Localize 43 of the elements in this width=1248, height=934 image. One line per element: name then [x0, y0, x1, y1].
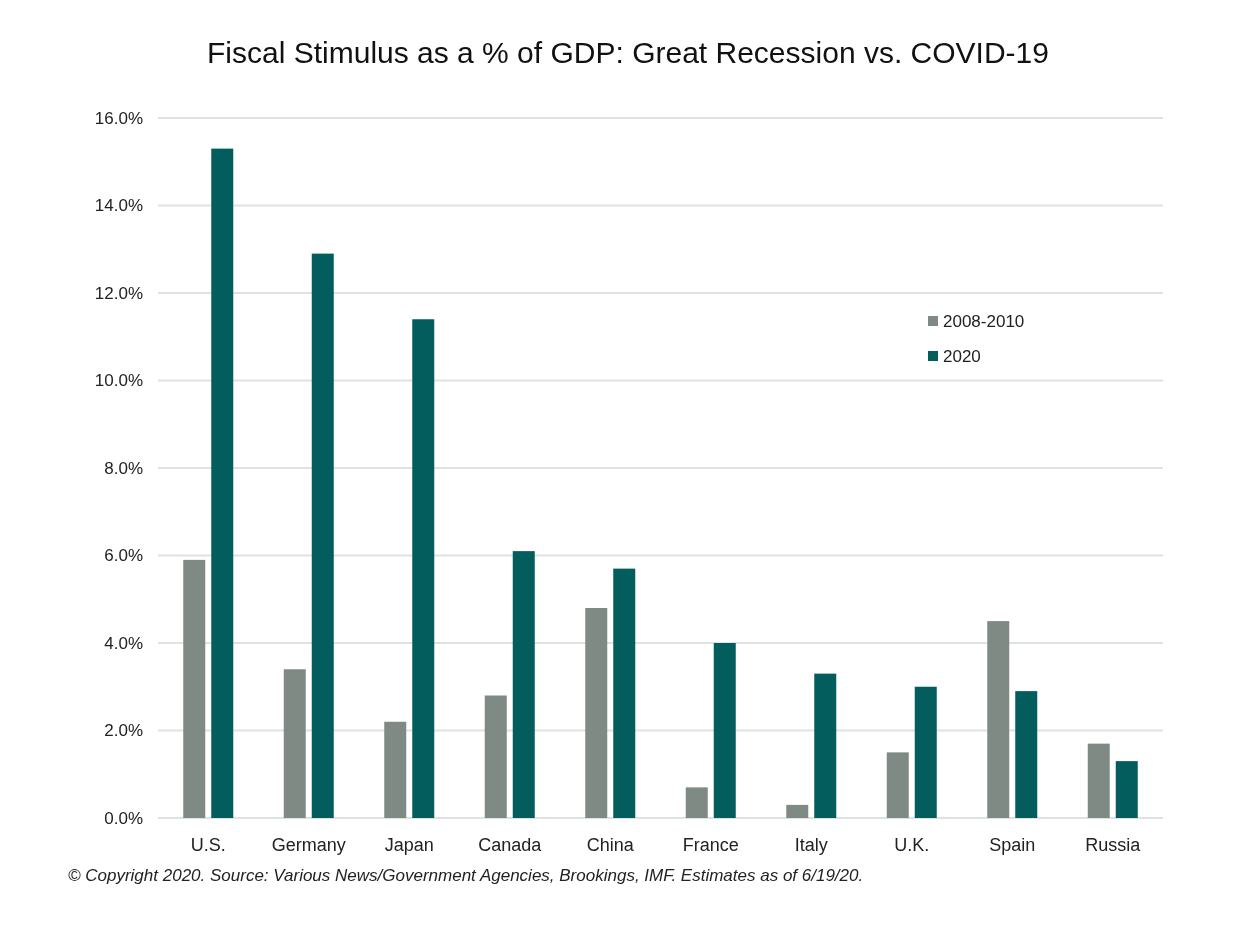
x-tick-label: France: [682, 835, 739, 855]
bar: [886, 752, 909, 818]
x-tick-label: Japan: [384, 835, 434, 855]
chart-title: Fiscal Stimulus as a % of GDP: Great Recession vs. COVID-19: [207, 36, 1049, 69]
x-tick-label: Russia: [1085, 835, 1142, 855]
text: © Copyright 2020. Source: Various News/Government Agencies, Brookings, IMF. Estimates as of 6/19/20.: [68, 866, 864, 885]
x-tick-label: Canada: [478, 835, 543, 855]
y-tick-label: 12.0%: [94, 283, 143, 303]
bar: [384, 721, 407, 818]
y-tick-label: 14.0%: [94, 196, 143, 216]
x-tick-label: Germany: [271, 835, 346, 855]
bar: [1115, 761, 1138, 818]
x-tick-label: U.K.: [894, 835, 930, 855]
y-tick-label: 6.0%: [104, 546, 143, 566]
y-tick-label: 0.0%: [104, 808, 143, 828]
y-tick-label: 10.0%: [94, 371, 143, 391]
bar: [814, 673, 837, 818]
bar: [512, 551, 535, 818]
bar: [786, 804, 809, 818]
y-tick-label: 2.0%: [104, 721, 143, 741]
x-tick-label: Italy: [794, 835, 828, 855]
bar: [211, 148, 234, 818]
y-tick-label: 4.0%: [104, 633, 143, 653]
legend-label: 2008-2010: [943, 311, 1025, 331]
y-tick-label: 8.0%: [104, 458, 143, 478]
bar: [713, 643, 736, 818]
x-tick-label: U.S.: [190, 835, 226, 855]
bar: [613, 568, 636, 818]
bar: [987, 621, 1010, 818]
bar: [183, 559, 206, 818]
bar: [412, 319, 435, 818]
bar: [914, 686, 937, 818]
bar: [311, 253, 334, 818]
bar: [1015, 691, 1038, 818]
y-tick-label: 16.0%: [94, 108, 143, 128]
bar: [283, 669, 306, 818]
x-tick-label: Spain: [989, 835, 1036, 855]
bar: [484, 695, 507, 818]
legend-label: 2020: [943, 346, 981, 366]
x-tick-label: China: [586, 835, 635, 855]
bar: [585, 608, 608, 818]
bar: [685, 787, 708, 818]
bar: [1087, 743, 1110, 818]
